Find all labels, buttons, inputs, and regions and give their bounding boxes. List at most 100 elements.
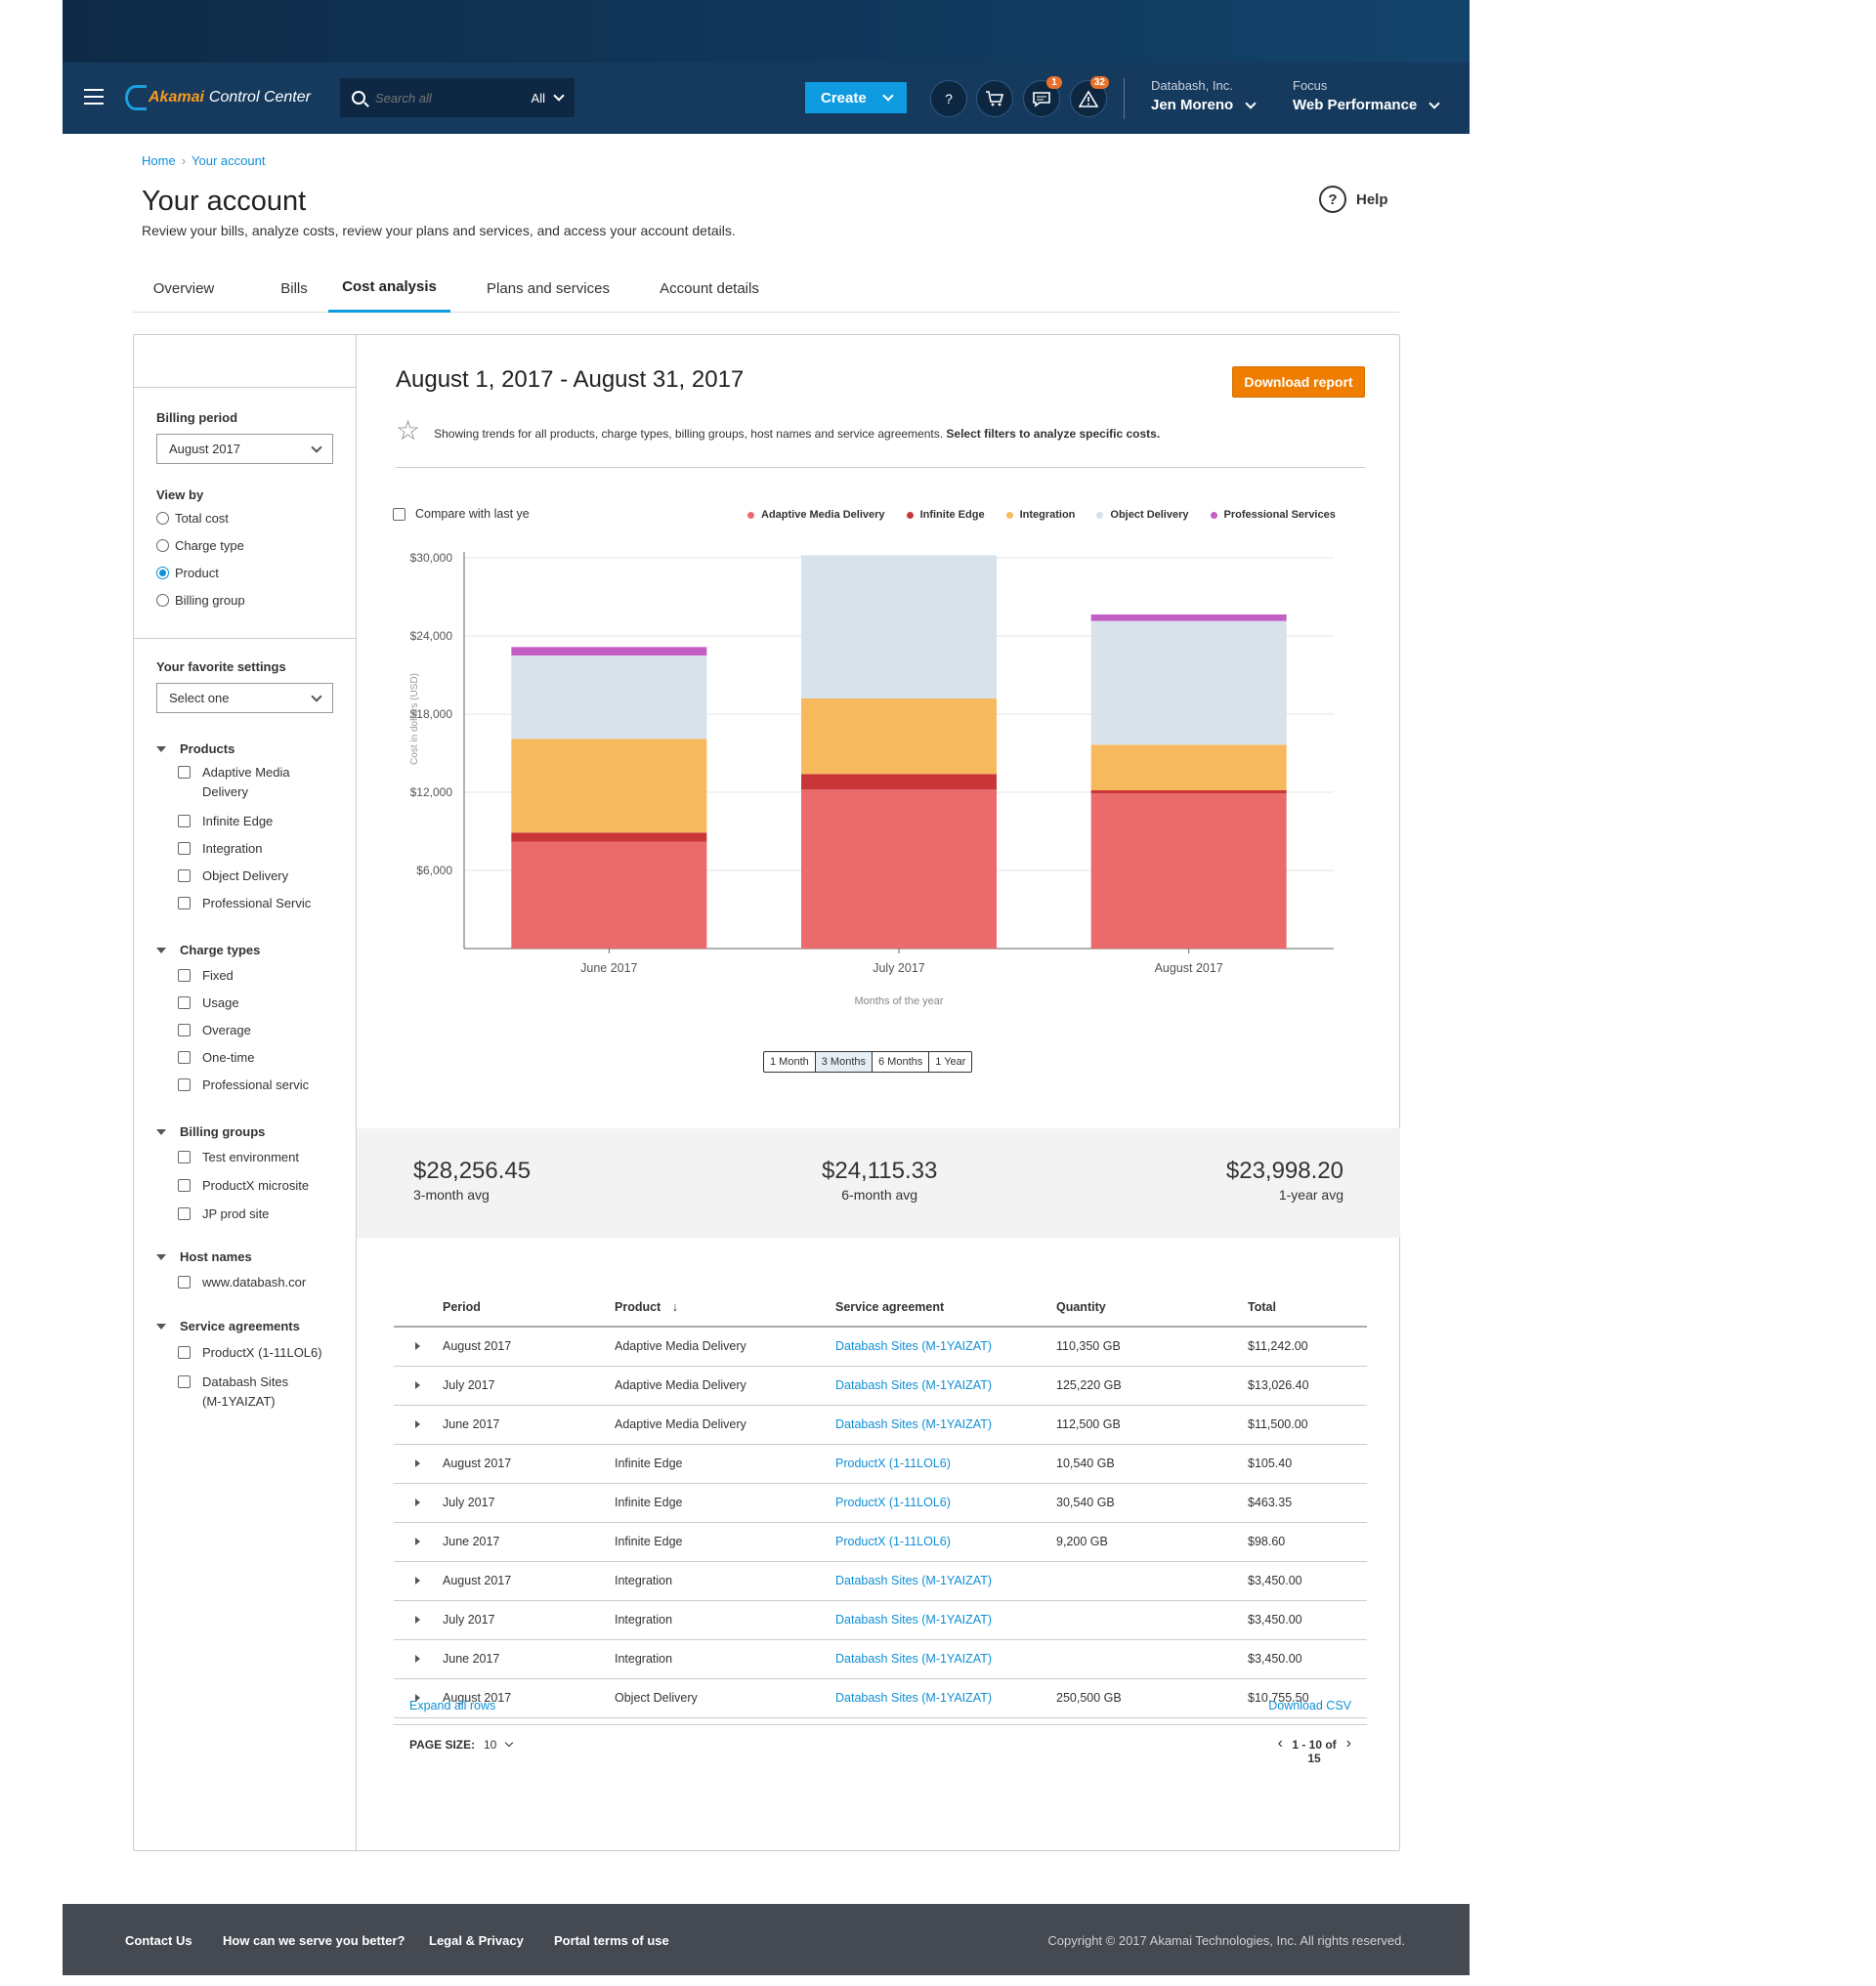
breadcrumb-home[interactable]: Home [142,153,176,168]
checkbox-jp-prod-site[interactable]: JP prod site [178,1204,349,1224]
checkbox-object-delivery[interactable]: Object Delivery [178,866,349,886]
expand-all-rows-link[interactable]: Expand all rows [409,1699,496,1712]
footer-link-feedback[interactable]: How can we serve you better? [223,1933,405,1948]
group-billing-groups-toggle[interactable]: Billing groups [156,1124,265,1139]
footer-link-portal-terms[interactable]: Portal terms of use [554,1933,669,1948]
table-row[interactable]: August 2017 Integration Databash Sites (M-… [394,1561,1367,1601]
table-row[interactable]: July 2017 Adaptive Media Delivery Databash… [394,1366,1367,1406]
table-row[interactable]: July 2017 Infinite Edge ProductX (1-11LOL6… [394,1483,1367,1523]
hamburger-menu-icon[interactable] [84,89,104,105]
table-row[interactable]: June 2017 Infinite Edge ProductX (1-11LOL6… [394,1522,1367,1562]
checkbox-usage[interactable]: Usage [178,993,349,1013]
legend-item[interactable]: Professional Services [1210,509,1336,521]
range-1-month[interactable]: 1 Month [764,1052,816,1072]
checkbox-fixed[interactable]: Fixed [178,966,349,986]
logo[interactable]: Akamai Control Center [125,82,311,113]
range-3-months[interactable]: 3 Months [815,1052,873,1072]
service-agreement-link[interactable]: ProductX (1-11LOL6) [835,1457,951,1470]
service-agreement-link[interactable]: ProductX (1-11LOL6) [835,1496,951,1509]
expand-caret-icon[interactable] [415,1577,420,1585]
search-icon[interactable] [352,91,365,105]
checkbox-adaptive-media-delivery[interactable]: Adaptive Media Delivery [178,763,349,802]
service-agreement-link[interactable]: Databash Sites (M-1YAIZAT) [835,1574,992,1587]
tab-cost-analysis[interactable]: Cost analysis [328,264,450,313]
range-1-year[interactable]: 1 Year [935,1056,966,1068]
expand-caret-icon[interactable] [415,1655,420,1663]
legend-item[interactable]: Infinite Edge [906,509,985,521]
prev-page-icon[interactable]: ‹ [1277,1735,1283,1752]
expand-row-cell[interactable] [394,1678,443,1718]
radio-total-cost[interactable]: Total cost [156,511,229,526]
next-page-icon[interactable]: › [1345,1735,1351,1752]
footer-link-legal-privacy[interactable]: Legal & Privacy [429,1933,524,1948]
expand-row-cell[interactable] [394,1561,443,1601]
checkbox-infinite-edge[interactable]: Infinite Edge [178,812,349,831]
page-size-select[interactable]: 10 [484,1738,514,1752]
favorite-settings-select[interactable]: Select one [156,683,333,713]
expand-row-cell[interactable] [394,1522,443,1562]
checkbox-databash-sites-agreement[interactable]: Databash Sites (M-1YAIZAT) [178,1373,349,1412]
radio-charge-type[interactable]: Charge type [156,538,244,553]
radio-billing-group[interactable]: Billing group [156,593,245,608]
group-products-toggle[interactable]: Products [156,741,234,756]
expand-row-cell[interactable] [394,1327,443,1367]
column-header-period[interactable]: Period [443,1288,615,1328]
checkbox-host-databash[interactable]: www.databash.cor [178,1273,349,1292]
column-header-product[interactable]: Product ↓ [615,1288,835,1328]
tab-overview[interactable]: Overview [152,279,215,297]
alerts-button[interactable]: 32 [1070,76,1109,117]
column-header-service-agreement[interactable]: Service agreement [835,1288,1056,1328]
expand-row-cell[interactable] [394,1639,443,1679]
service-agreement-link[interactable]: Databash Sites (M-1YAIZAT) [835,1691,992,1705]
table-row[interactable]: June 2017 Adaptive Media Delivery Databash… [394,1405,1367,1445]
column-header-total[interactable]: Total [1248,1288,1367,1328]
range-6-months[interactable]: 6 Months [873,1052,930,1072]
service-agreement-link[interactable]: Databash Sites (M-1YAIZAT) [835,1417,992,1431]
expand-caret-icon[interactable] [415,1381,420,1389]
breadcrumb-current[interactable]: Your account [192,153,266,168]
help-circle-button[interactable]: ? [930,80,967,117]
expand-row-cell[interactable] [394,1405,443,1445]
footer-link-contact-us[interactable]: Contact Us [125,1933,192,1948]
service-agreement-link[interactable]: Databash Sites (M-1YAIZAT) [835,1339,992,1354]
expand-row-cell[interactable] [394,1483,443,1523]
service-agreement-link[interactable]: Databash Sites (M-1YAIZAT) [835,1613,992,1627]
tab-bills[interactable]: Bills [280,279,308,297]
column-header-quantity[interactable]: Quantity [1056,1288,1248,1328]
checkbox-test-environment[interactable]: Test environment [178,1148,349,1167]
compare-last-year-checkbox[interactable]: Compare with last ye [393,507,530,521]
legend-item[interactable]: Adaptive Media Delivery [747,509,885,521]
checkbox-professional-services[interactable]: Professional Servic [178,894,349,913]
expand-caret-icon[interactable] [415,1538,420,1545]
group-charge-types-toggle[interactable]: Charge types [156,943,260,957]
table-row[interactable]: August 2017 Object Delivery Databash Sites… [394,1678,1367,1718]
service-agreement-link[interactable]: Databash Sites (M-1YAIZAT) [835,1652,992,1666]
messages-button[interactable]: 1 [1023,76,1062,117]
legend-item[interactable]: Integration [1005,509,1075,521]
expand-caret-icon[interactable] [415,1420,420,1428]
expand-caret-icon[interactable] [415,1499,420,1506]
checkbox-productx-agreement[interactable]: ProductX (1-11LOL6) [178,1343,349,1363]
group-host-names-toggle[interactable]: Host names [156,1249,252,1264]
table-row[interactable]: August 2017 Infinite Edge ProductX (1-11LO… [394,1444,1367,1484]
radio-product[interactable]: Product [156,566,219,580]
help-link[interactable]: ? Help [1319,186,1388,213]
checkbox-productx-microsite[interactable]: ProductX microsite [178,1176,349,1196]
expand-row-cell[interactable] [394,1444,443,1484]
focus-switcher[interactable]: Focus Web Performance [1293,78,1440,113]
billing-period-select[interactable]: August 2017 [156,434,333,464]
expand-caret-icon[interactable] [415,1694,420,1702]
search-input[interactable] [375,90,492,106]
create-button[interactable]: Create [805,82,907,113]
expand-row-cell[interactable] [394,1600,443,1640]
expand-caret-icon[interactable] [415,1459,420,1467]
account-switcher[interactable]: Databash, Inc. Jen Moreno [1151,78,1257,113]
download-csv-link[interactable]: Download CSV [1268,1699,1351,1712]
download-report-button[interactable]: Download report [1232,366,1365,398]
expand-row-cell[interactable] [394,1366,443,1406]
expand-caret-icon[interactable] [415,1616,420,1624]
service-agreement-link[interactable]: ProductX (1-11LOL6) [835,1535,951,1548]
service-agreement-link[interactable]: Databash Sites (M-1YAIZAT) [835,1378,992,1392]
checkbox-one-time[interactable]: One-time [178,1048,349,1068]
search-scope-dropdown[interactable]: All [532,90,565,106]
